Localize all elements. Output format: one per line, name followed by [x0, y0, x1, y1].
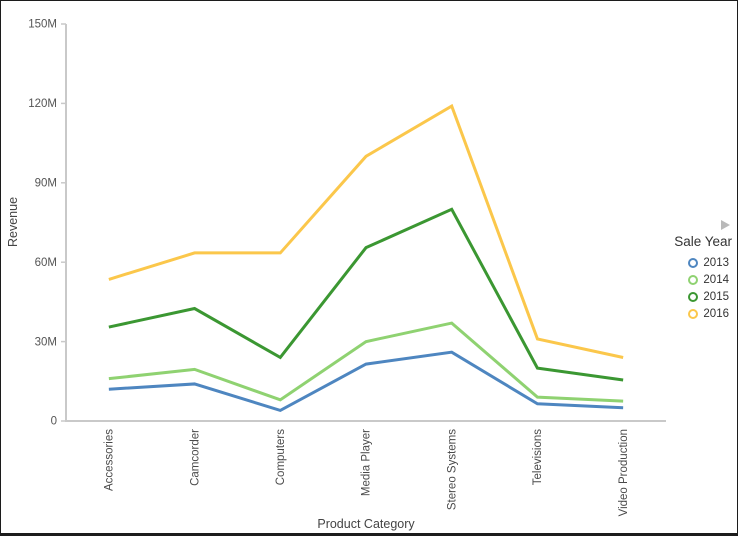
- legend-item-label: 2014: [703, 273, 729, 286]
- y-tick-label: 30M: [35, 336, 57, 348]
- legend-item-label: 2015: [703, 290, 729, 303]
- legend-item-2013[interactable]: 2013: [674, 254, 732, 271]
- legend-item-label: 2016: [703, 307, 729, 320]
- legend-swatch-circle-icon: [688, 291, 699, 302]
- x-axis-title: Product Category: [317, 517, 415, 531]
- legend-item-2015[interactable]: 2015: [674, 288, 732, 305]
- legend-swatch-circle-icon: [688, 308, 699, 319]
- y-tick-label: 150M: [28, 19, 57, 31]
- series-line-2014[interactable]: [108, 321, 624, 403]
- x-tick-label: Media Player: [361, 429, 373, 496]
- legend-item-label: 2013: [703, 256, 729, 269]
- legend-item-2014[interactable]: 2014: [674, 271, 732, 288]
- y-tick-label: 60M: [35, 257, 57, 269]
- x-tick-label: Accessories: [104, 429, 116, 491]
- legend-panel: Sale Year 2013 2014 2015 2016: [674, 220, 732, 322]
- x-tick-label: Camcorder: [189, 429, 201, 486]
- legend-item-2016[interactable]: 2016: [674, 305, 732, 322]
- x-tick-label: Video Production: [618, 429, 630, 516]
- legend-title: Sale Year: [674, 234, 732, 249]
- series-line-2013[interactable]: [108, 350, 624, 413]
- x-tick-label: Computers: [275, 429, 287, 485]
- y-tick-label: 120M: [28, 98, 57, 110]
- x-tick-label: Televisions: [532, 429, 544, 485]
- y-tick-label: 0: [51, 416, 57, 428]
- y-tick-label: 90M: [35, 177, 57, 189]
- series-line-2016[interactable]: [108, 103, 624, 359]
- series-line-2015[interactable]: [108, 207, 624, 382]
- y-axis-title: Revenue: [6, 197, 20, 247]
- legend-swatch-circle-icon: [688, 274, 699, 285]
- x-tick-label: Stereo Systems: [446, 429, 458, 510]
- legend-collapse-arrow-icon[interactable]: [721, 220, 730, 230]
- legend-items: 2013 2014 2015 2016: [674, 254, 732, 322]
- legend-swatch-circle-icon: [688, 257, 699, 268]
